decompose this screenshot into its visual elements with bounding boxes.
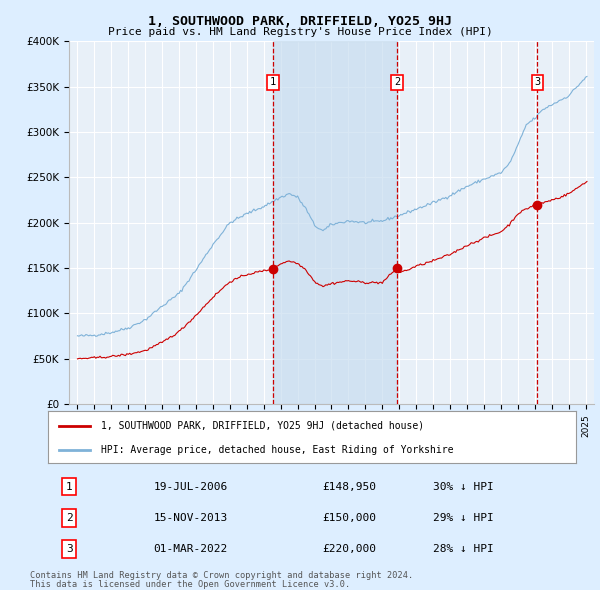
Text: Price paid vs. HM Land Registry's House Price Index (HPI): Price paid vs. HM Land Registry's House … — [107, 28, 493, 37]
Text: This data is licensed under the Open Government Licence v3.0.: This data is licensed under the Open Gov… — [30, 579, 350, 589]
Bar — [273, 41, 397, 404]
Text: £148,950: £148,950 — [323, 481, 377, 491]
Text: 19-JUL-2006: 19-JUL-2006 — [154, 481, 228, 491]
Text: £220,000: £220,000 — [323, 544, 377, 554]
Text: 2: 2 — [66, 513, 73, 523]
Text: 3: 3 — [535, 77, 541, 87]
Text: 1: 1 — [270, 77, 276, 87]
Text: 3: 3 — [66, 544, 73, 554]
Text: £150,000: £150,000 — [323, 513, 377, 523]
Text: 28% ↓ HPI: 28% ↓ HPI — [433, 544, 494, 554]
Text: 1: 1 — [66, 481, 73, 491]
Text: 01-MAR-2022: 01-MAR-2022 — [154, 544, 228, 554]
Text: 1, SOUTHWOOD PARK, DRIFFIELD, YO25 9HJ (detached house): 1, SOUTHWOOD PARK, DRIFFIELD, YO25 9HJ (… — [101, 421, 424, 431]
Text: Contains HM Land Registry data © Crown copyright and database right 2024.: Contains HM Land Registry data © Crown c… — [30, 571, 413, 580]
Text: 1, SOUTHWOOD PARK, DRIFFIELD, YO25 9HJ: 1, SOUTHWOOD PARK, DRIFFIELD, YO25 9HJ — [148, 15, 452, 28]
Text: 30% ↓ HPI: 30% ↓ HPI — [433, 481, 494, 491]
Text: 2: 2 — [394, 77, 400, 87]
Text: 15-NOV-2013: 15-NOV-2013 — [154, 513, 228, 523]
Text: 29% ↓ HPI: 29% ↓ HPI — [433, 513, 494, 523]
Text: HPI: Average price, detached house, East Riding of Yorkshire: HPI: Average price, detached house, East… — [101, 445, 454, 455]
